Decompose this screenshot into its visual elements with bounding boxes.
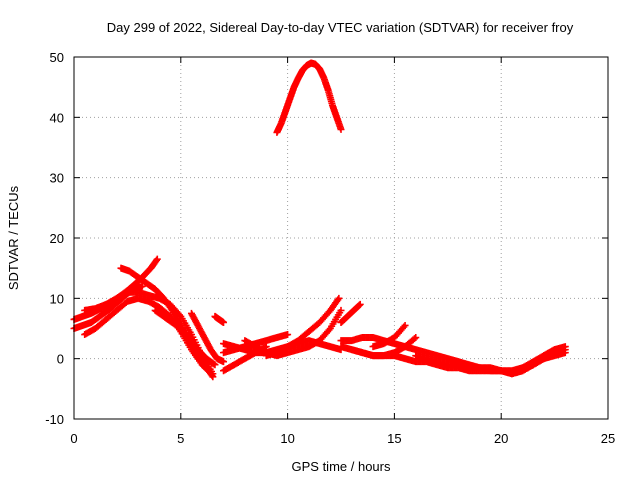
data-point [337,125,345,133]
data-point [138,282,146,290]
data-point [153,255,161,263]
data-point [209,373,217,381]
data-point [551,346,559,354]
y-tick-label: 20 [50,231,64,246]
data-points [70,59,569,381]
series-arc-18 [337,300,364,326]
data-point [334,296,342,304]
data-point [410,335,418,343]
y-tick-label: 40 [50,110,64,125]
x-tick-label: 10 [280,431,294,446]
series-arc-13 [262,294,343,360]
x-axis-label: GPS time / hours [292,459,391,474]
data-point [412,334,420,342]
y-tick-label: 30 [50,171,64,186]
data-point [208,372,216,380]
data-point [400,323,408,331]
series-arc-8 [211,312,228,326]
y-tick-label: 0 [57,352,64,367]
data-point [335,294,343,302]
series-arc-14 [273,59,345,136]
axis-ticks: 0 5 10 15 20 25 -10 0 10 20 30 40 50 [45,50,615,446]
series-arc-19 [369,321,409,351]
data-point [401,321,409,329]
data-point [561,343,569,351]
data-point [325,326,333,334]
series-arc-7 [187,309,228,366]
y-tick-label: 10 [50,291,64,306]
x-tick-label: 20 [494,431,508,446]
x-tick-label: 15 [387,431,401,446]
x-tick-label: 0 [70,431,77,446]
data-point [211,361,219,369]
y-tick-label: 50 [50,50,64,65]
y-tick-label: -10 [45,412,64,427]
chart-title: Day 299 of 2022, Sidereal Day-to-day VTE… [107,20,574,35]
data-point [284,331,292,339]
y-axis-label: SDTVAR / TECUs [6,185,21,290]
data-point [337,306,345,314]
series-arc-11 [220,343,270,375]
series-arc-22 [519,346,559,372]
data-point [262,343,270,351]
x-tick-label: 5 [177,431,184,446]
data-point [153,256,161,264]
series-arc-6 [151,306,219,369]
data-point [356,300,364,308]
x-tick-label: 25 [601,431,615,446]
data-point [220,358,228,366]
data-point [561,349,569,357]
data-point [220,318,228,326]
